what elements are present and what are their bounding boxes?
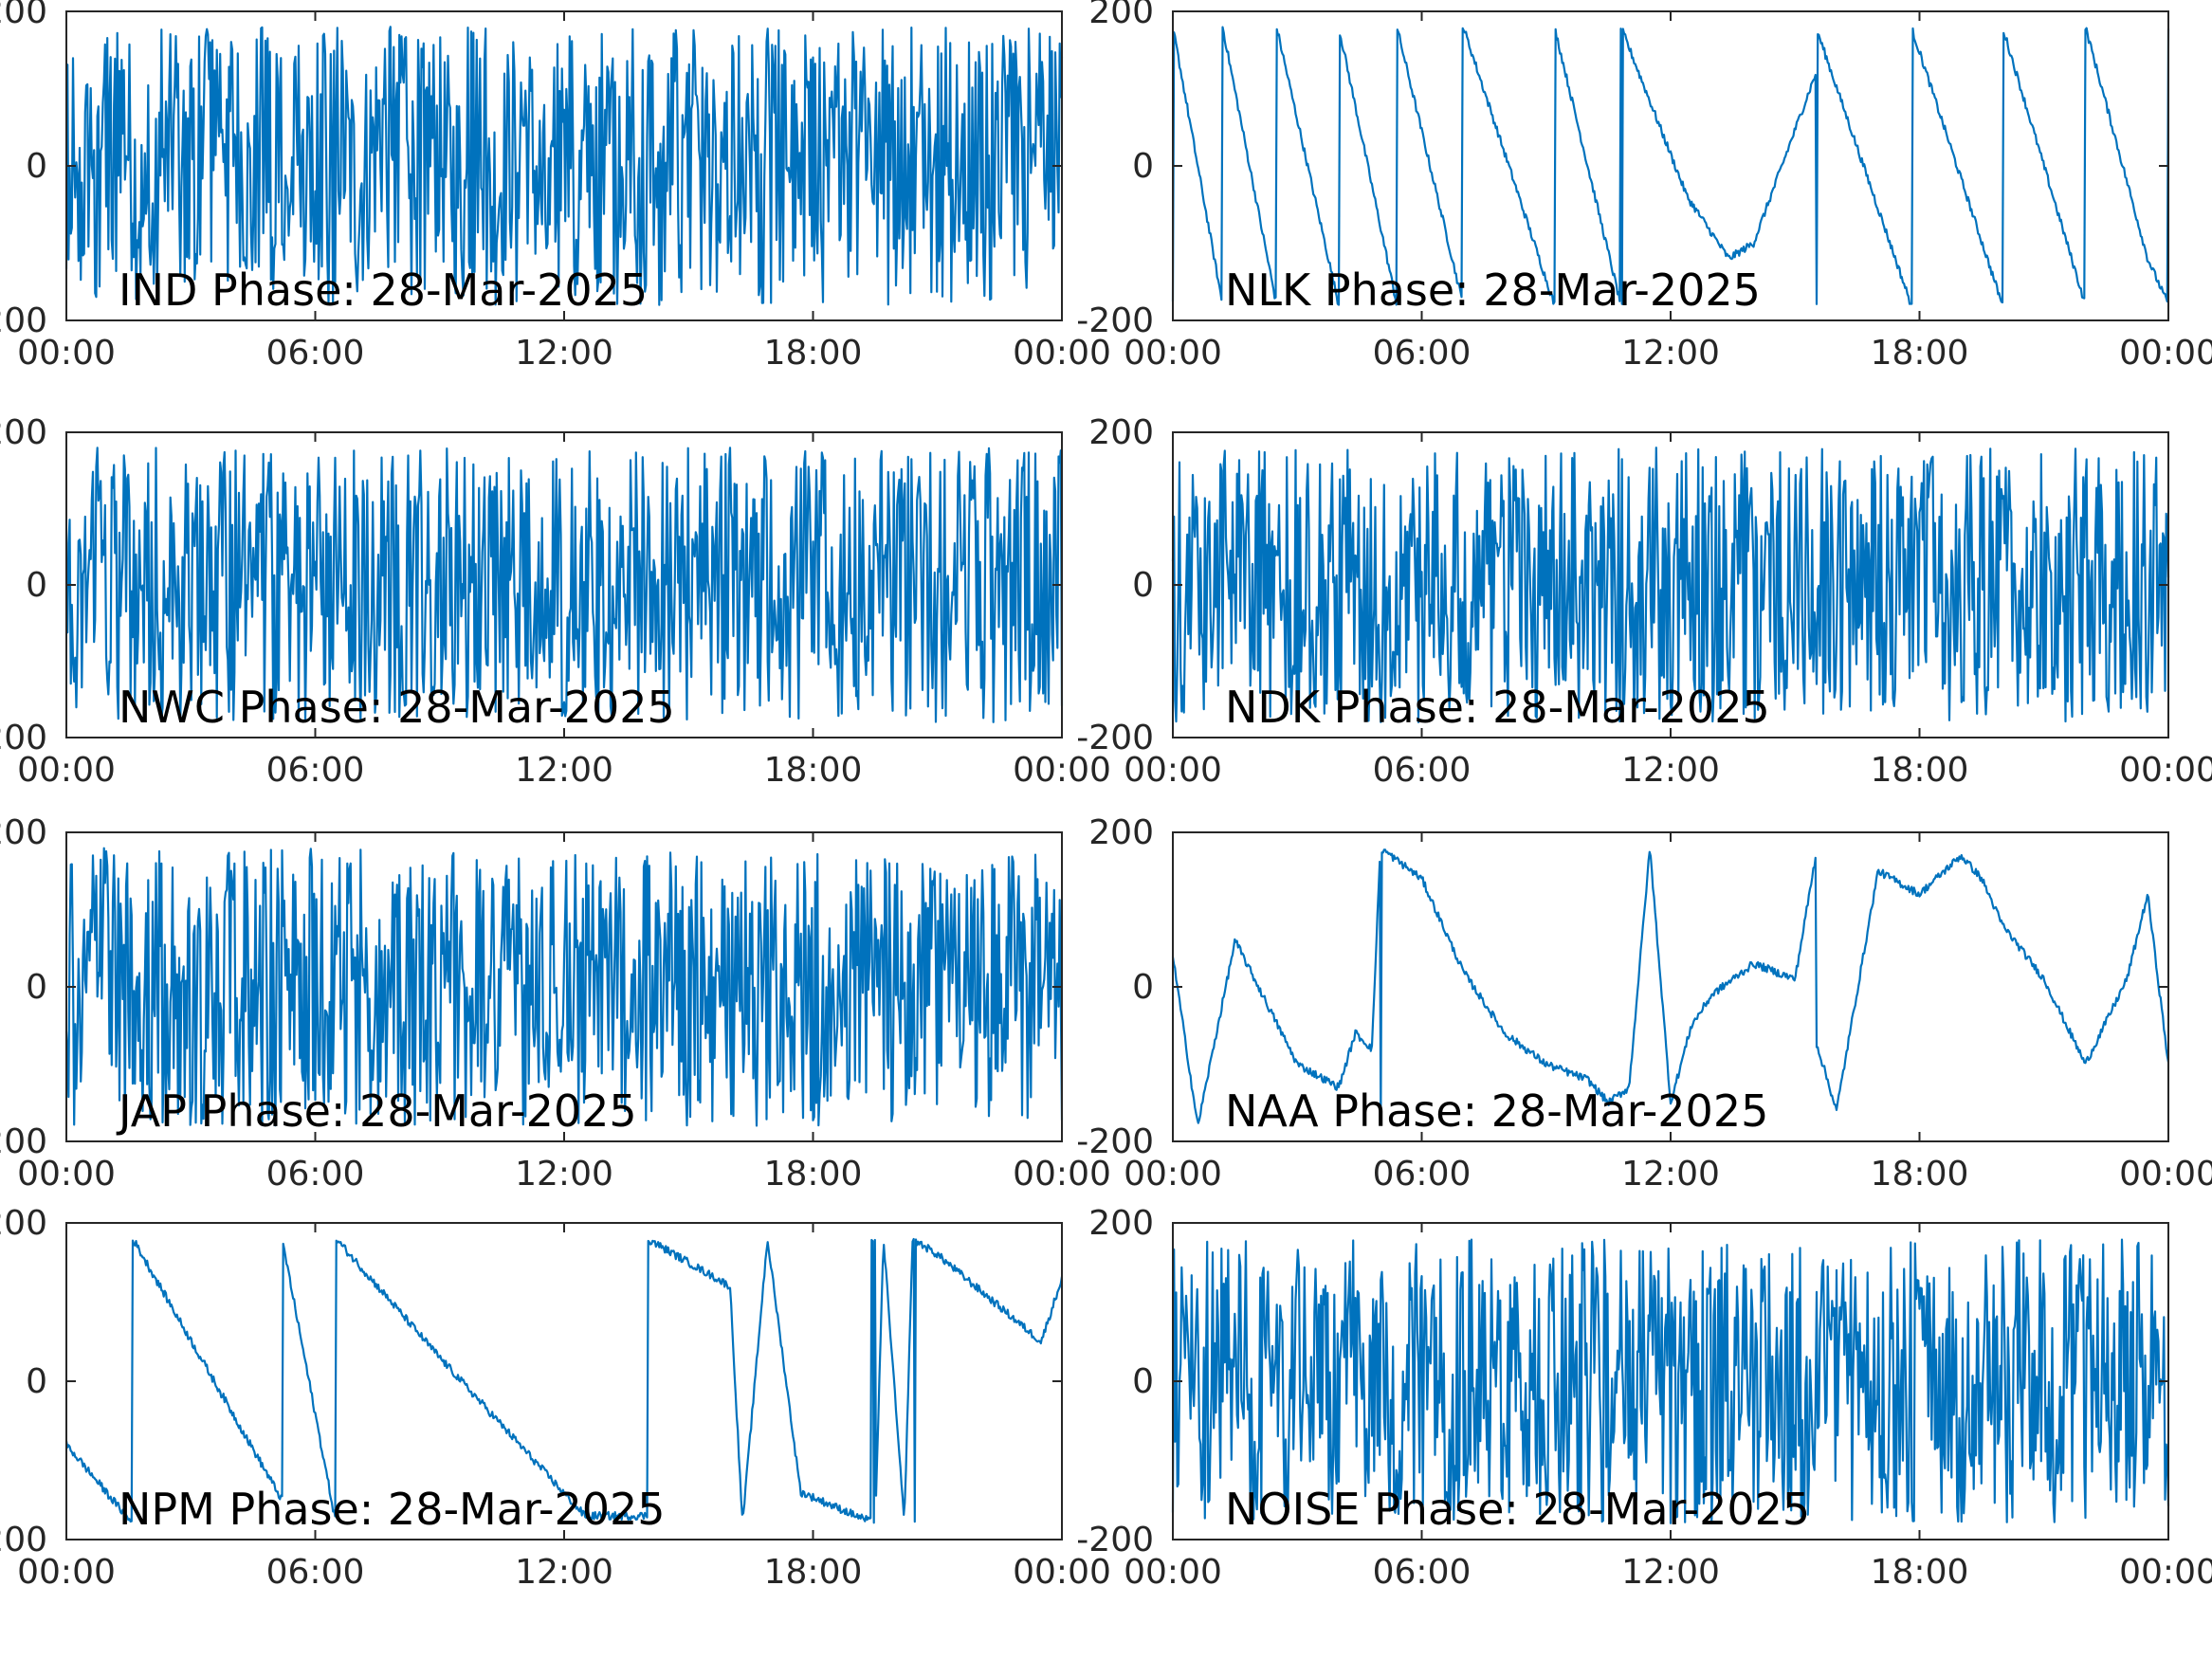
- x-tick-label: 12:00: [1621, 1553, 1720, 1592]
- x-tick-label: 12:00: [1621, 334, 1720, 373]
- x-tick-label: 12:00: [1621, 751, 1720, 790]
- x-tick-label: 06:00: [1373, 751, 1472, 790]
- y-tick-label: -200: [0, 1122, 47, 1161]
- x-tick-label: 00:00: [17, 334, 116, 373]
- x-tick-label: 00:00: [17, 1155, 116, 1194]
- x-tick-label: 12:00: [515, 334, 613, 373]
- x-tick-label: 00:00: [1013, 1553, 1111, 1592]
- panel-title: NDK Phase: 28-Mar-2025: [1225, 682, 1770, 733]
- x-tick-label: 06:00: [266, 334, 365, 373]
- x-tick-label: 00:00: [1013, 751, 1111, 790]
- y-tick-label: 0: [1132, 1362, 1154, 1401]
- y-tick-label: 200: [0, 1204, 47, 1243]
- y-tick-label: 200: [1088, 0, 1154, 31]
- panel-title: NPM Phase: 28-Mar-2025: [119, 1484, 666, 1535]
- y-tick-label: 200: [1088, 813, 1154, 852]
- y-tick-label: 0: [1132, 147, 1154, 186]
- x-tick-label: 06:00: [1373, 1155, 1472, 1194]
- series-line: [1171, 447, 2170, 723]
- y-tick-label: -200: [1076, 1122, 1154, 1161]
- y-tick-label: -200: [1076, 301, 1154, 340]
- x-tick-label: 18:00: [1871, 1155, 1969, 1194]
- panel-title: NLK Phase: 28-Mar-2025: [1225, 264, 1761, 316]
- x-tick-label: 18:00: [1871, 1553, 1969, 1592]
- x-tick-label: 18:00: [1871, 334, 1969, 373]
- x-tick-label: 00:00: [1124, 1155, 1222, 1194]
- x-tick-label: 06:00: [1373, 1553, 1472, 1592]
- x-tick-label: 00:00: [2119, 1553, 2212, 1592]
- series-line: [64, 847, 1064, 1127]
- x-tick-label: 18:00: [764, 1155, 863, 1194]
- x-tick-label: 12:00: [515, 1155, 613, 1194]
- x-tick-label: 12:00: [1621, 1155, 1720, 1194]
- x-tick-label: 00:00: [1013, 334, 1111, 373]
- x-tick-label: 00:00: [1124, 334, 1222, 373]
- panel-title: NAA Phase: 28-Mar-2025: [1225, 1085, 1768, 1137]
- y-tick-label: 0: [1132, 968, 1154, 1007]
- x-tick-label: 00:00: [2119, 1155, 2212, 1194]
- y-tick-label: -200: [0, 301, 47, 340]
- y-tick-label: 0: [26, 968, 47, 1007]
- x-tick-label: 06:00: [266, 751, 365, 790]
- series-line: [64, 447, 1064, 723]
- series-line: [1171, 1238, 2170, 1525]
- x-tick-label: 12:00: [515, 1553, 613, 1592]
- y-tick-label: 200: [0, 0, 47, 31]
- x-tick-label: 06:00: [1373, 334, 1472, 373]
- series-line: [64, 26, 1064, 306]
- panel-title: NWC Phase: 28-Mar-2025: [119, 682, 675, 733]
- x-tick-label: 00:00: [1124, 751, 1222, 790]
- x-tick-label: 00:00: [1124, 1553, 1222, 1592]
- series-line: [64, 1237, 1064, 1524]
- y-tick-label: 200: [1088, 413, 1154, 452]
- x-tick-label: 18:00: [764, 1553, 863, 1592]
- y-tick-label: -200: [1076, 1521, 1154, 1559]
- series-line: [1171, 26, 2170, 306]
- y-tick-label: 200: [0, 413, 47, 452]
- y-tick-label: 200: [1088, 1204, 1154, 1243]
- x-tick-label: 18:00: [1871, 751, 1969, 790]
- y-tick-label: -200: [0, 719, 47, 757]
- x-tick-label: 00:00: [2119, 334, 2212, 373]
- x-tick-label: 00:00: [2119, 751, 2212, 790]
- y-tick-label: 200: [0, 813, 47, 852]
- x-tick-label: 12:00: [515, 751, 613, 790]
- y-tick-label: 0: [26, 1362, 47, 1401]
- x-tick-label: 00:00: [17, 751, 116, 790]
- panel-title: NOISE Phase: 28-Mar-2025: [1225, 1484, 1810, 1535]
- x-tick-label: 00:00: [1013, 1155, 1111, 1194]
- y-tick-label: -200: [1076, 719, 1154, 757]
- y-tick-label: -200: [0, 1521, 47, 1559]
- y-tick-label: 0: [26, 147, 47, 186]
- panel-title: IND Phase: 28-Mar-2025: [119, 264, 648, 316]
- x-tick-label: 18:00: [764, 334, 863, 373]
- y-tick-label: 0: [26, 566, 47, 605]
- series-line: [1171, 848, 2170, 1124]
- y-tick-label: 0: [1132, 566, 1154, 605]
- x-tick-label: 06:00: [266, 1553, 365, 1592]
- x-tick-label: 18:00: [764, 751, 863, 790]
- x-tick-label: 00:00: [17, 1553, 116, 1592]
- panel-title: JAP Phase: 28-Mar-2025: [116, 1085, 637, 1137]
- x-tick-label: 06:00: [266, 1155, 365, 1194]
